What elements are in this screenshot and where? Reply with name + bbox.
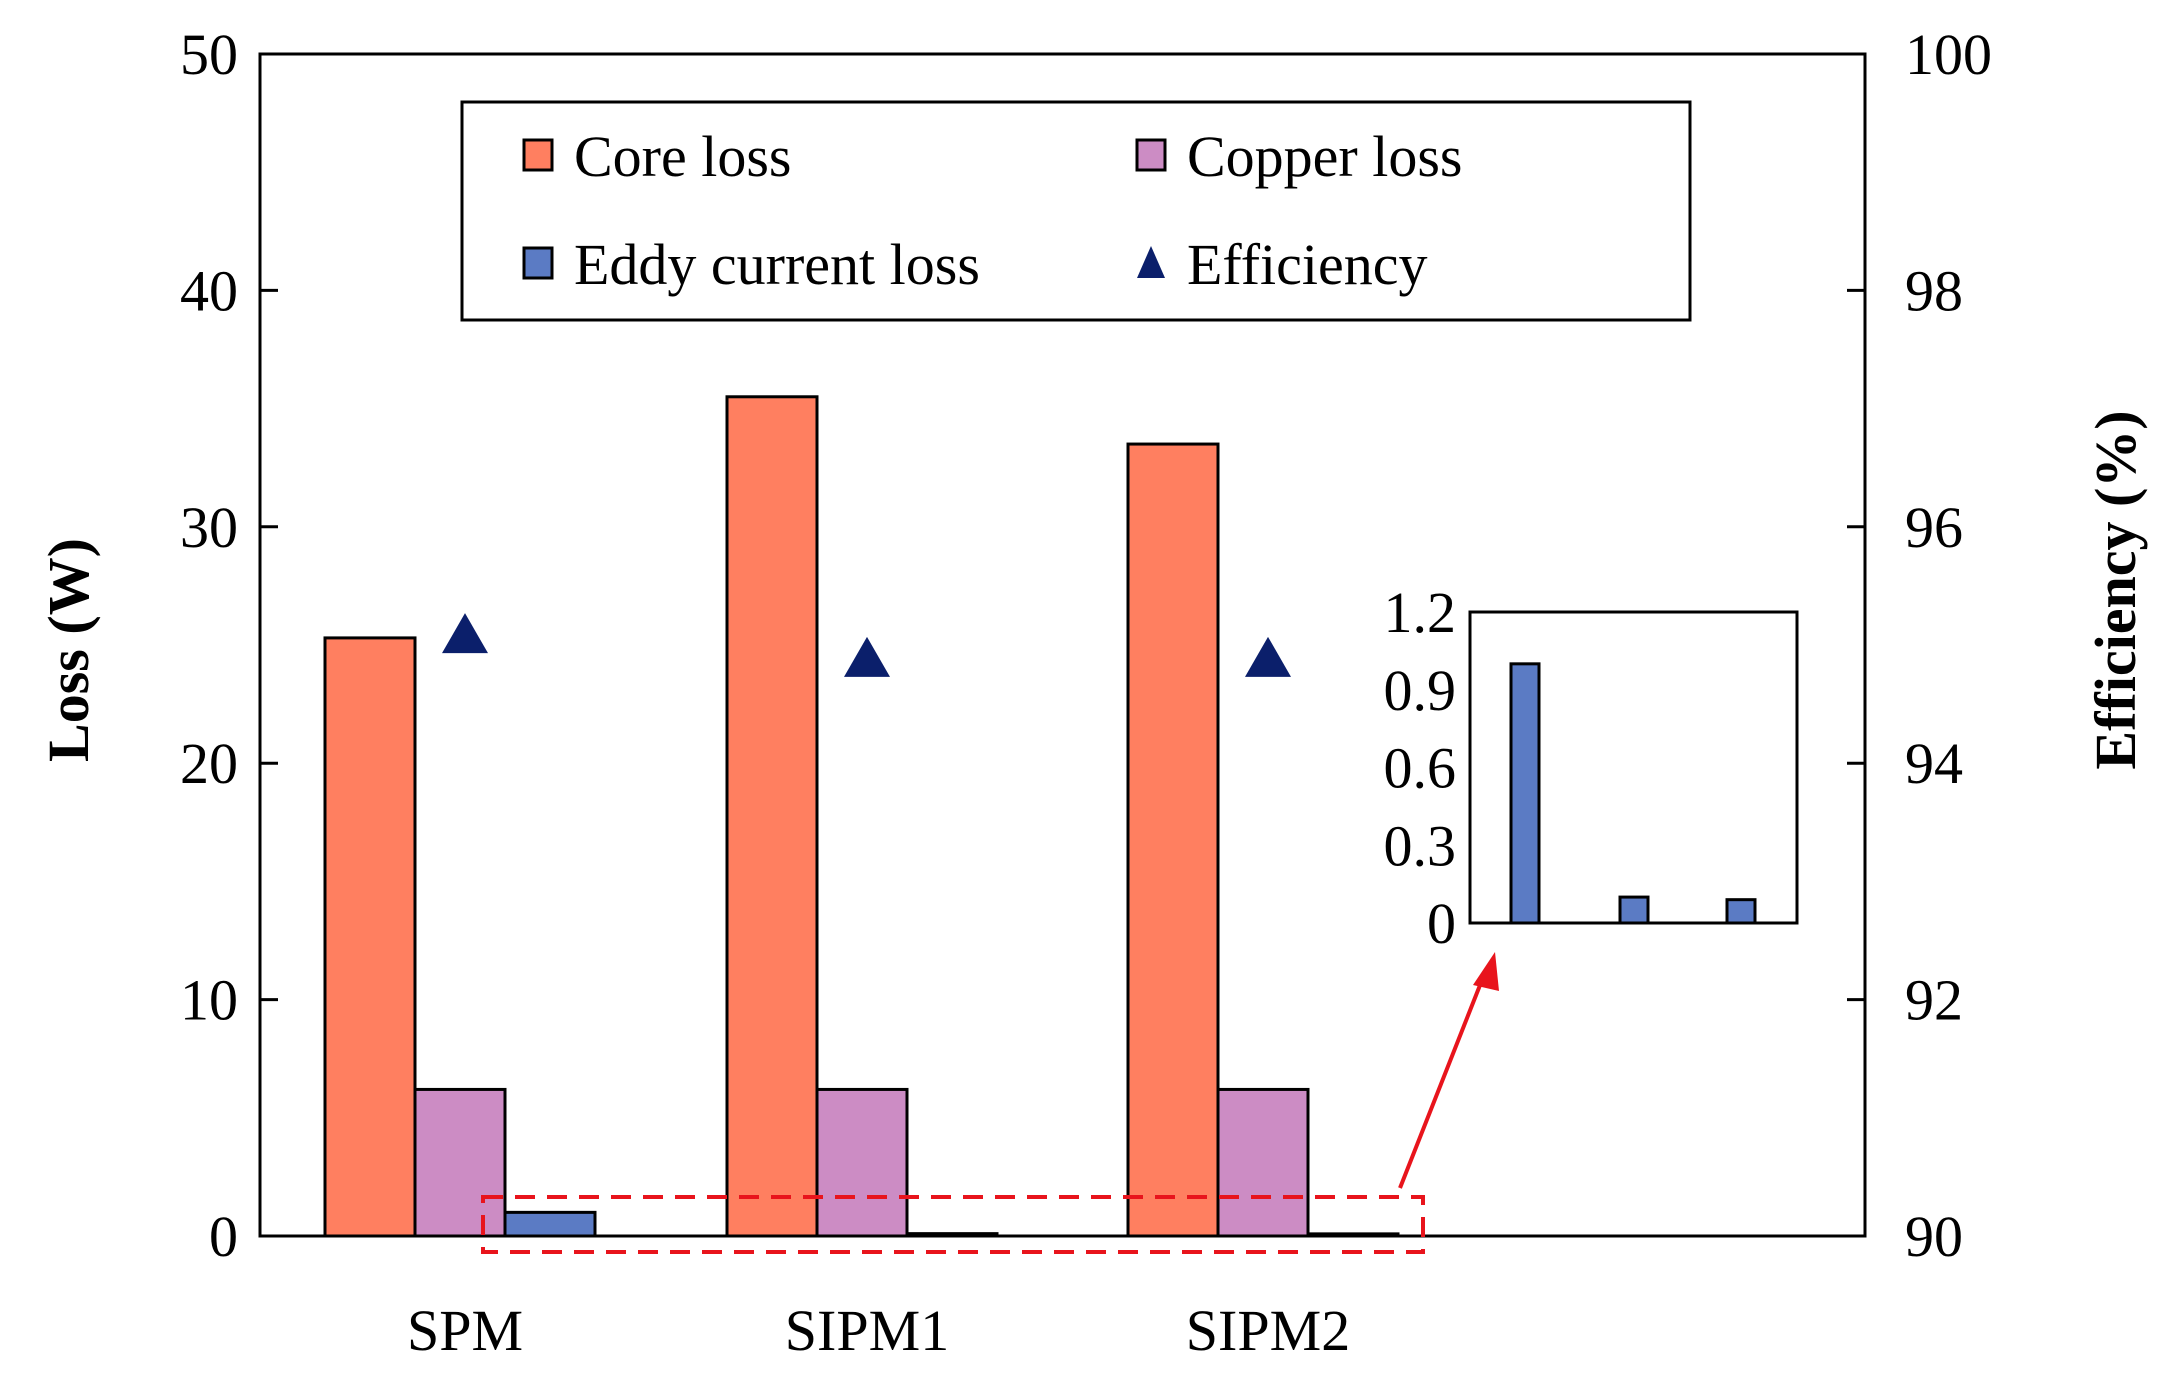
inset-bar: [1509, 662, 1541, 925]
inset-plot: 0 0.3 0.6 0.9 1.2: [1384, 580, 1799, 956]
legend-swatch-copper-loss: [1135, 138, 1167, 172]
right-tick-label: 100: [1905, 22, 1992, 87]
highlight-box: [481, 1195, 1425, 1254]
plot-frame: [258, 52, 1867, 1238]
left-tick-label: 30: [180, 495, 238, 560]
bar-core-loss: [323, 636, 417, 1238]
right-tick-label: 98: [1905, 258, 1963, 323]
legend-label-core-loss: Core loss: [574, 124, 792, 189]
legend-label-eddy-current-loss: Eddy current loss: [574, 232, 980, 297]
legend-swatch-efficiency: [1137, 246, 1165, 278]
legend-box: [460, 100, 1692, 322]
right-axis-title: Efficiency (%): [2083, 410, 2148, 769]
legend-label-efficiency: Efficiency: [1187, 232, 1427, 297]
bar-copper-loss: [413, 1087, 507, 1238]
left-tick-label: 10: [180, 968, 238, 1033]
legend: Core loss Copper loss Eddy current loss Eff…: [460, 100, 1692, 322]
bar-core-loss: [1126, 442, 1220, 1238]
legend-swatch-core-loss: [522, 138, 554, 172]
category-label: SIPM2: [1186, 1298, 1350, 1363]
bar-eddy-current-loss: [1306, 1232, 1400, 1238]
inset-tick-label: 0.6: [1384, 736, 1457, 801]
efficiency-marker: [844, 636, 890, 677]
legend-label-copper-loss: Copper loss: [1187, 124, 1463, 189]
right-tick-label: 90: [1905, 1204, 1963, 1269]
bar-core-loss: [725, 395, 819, 1238]
inset-bar: [1725, 898, 1757, 925]
inset-tick-label: 1.2: [1384, 580, 1457, 645]
left-axis-title: Loss (W): [36, 538, 101, 762]
right-tick-label: 92: [1905, 968, 1963, 1033]
category-label: SIPM1: [785, 1298, 949, 1363]
inset-tick-label: 0.9: [1384, 658, 1457, 723]
left-tick-label: 0: [209, 1204, 238, 1269]
inset-tick-label: 0.3: [1384, 813, 1457, 878]
category-label: SPM: [407, 1298, 523, 1363]
highlight-arrow: [1398, 974, 1486, 1189]
left-tick-label: 20: [180, 731, 238, 796]
right-tick-label: 96: [1905, 495, 1963, 560]
inset-tick-label: 0: [1427, 891, 1456, 956]
axis-titles: Loss (W) Efficiency (%): [36, 410, 2148, 769]
legend-swatch-eddy-current-loss: [522, 246, 554, 280]
inset-bar: [1618, 895, 1650, 925]
highlight-arrow-head: [1473, 952, 1499, 991]
main-plot: 0 10 20 30 40 50 90 92 94 96 98 100 SPM SIPM1 SIPM2: [180, 22, 1992, 1363]
efficiency-marker: [1245, 636, 1291, 677]
bar-eddy-current-loss: [503, 1210, 597, 1238]
left-tick-label: 50: [180, 22, 238, 87]
efficiency-marker: [442, 613, 488, 654]
bar-copper-loss: [815, 1087, 909, 1238]
bar-copper-loss: [1216, 1087, 1310, 1238]
bar-eddy-current-loss: [905, 1232, 999, 1238]
right-tick-label: 94: [1905, 731, 1963, 796]
left-tick-label: 40: [180, 258, 238, 323]
